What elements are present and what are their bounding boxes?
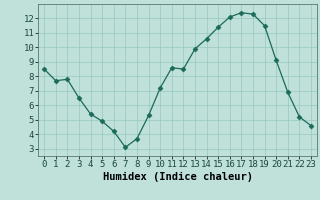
X-axis label: Humidex (Indice chaleur): Humidex (Indice chaleur) bbox=[103, 172, 252, 182]
